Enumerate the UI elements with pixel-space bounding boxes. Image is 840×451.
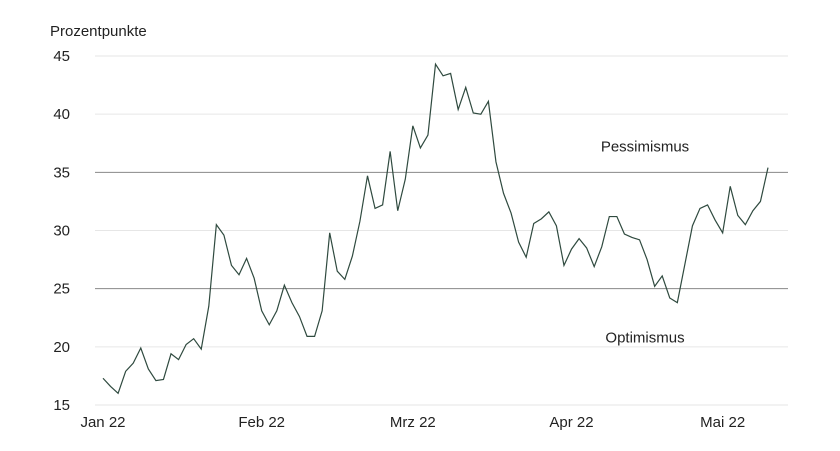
- y-tick-label: 45: [53, 48, 70, 65]
- x-tick-label: Feb 22: [238, 414, 285, 431]
- y-tick-label: 25: [53, 281, 70, 298]
- y-tick-label: 30: [53, 223, 70, 240]
- annotations: Pessimismus Optimismus: [601, 139, 689, 347]
- x-tick-label: Apr 22: [549, 414, 593, 431]
- gridlines: [95, 55, 788, 406]
- x-tick-label: Mai 22: [700, 414, 745, 431]
- y-axis-unit-label: Prozentpunkte: [50, 23, 147, 40]
- x-axis-ticks: Jan 22 Feb 22 Mrz 22 Apr 22 Mai 22: [80, 414, 745, 431]
- annotation-label: Pessimismus: [601, 139, 689, 156]
- y-tick-label: 15: [53, 397, 70, 414]
- y-tick-label: 40: [53, 106, 70, 123]
- y-tick-label: 20: [53, 339, 70, 356]
- y-tick-label: 35: [53, 164, 70, 181]
- x-tick-label: Mrz 22: [390, 414, 436, 431]
- annotation-label: Optimismus: [605, 330, 684, 347]
- y-axis-ticks: 15 20 25 30 35 40 45: [53, 48, 70, 414]
- series-line: [102, 62, 769, 395]
- x-tick-label: Jan 22: [80, 414, 125, 431]
